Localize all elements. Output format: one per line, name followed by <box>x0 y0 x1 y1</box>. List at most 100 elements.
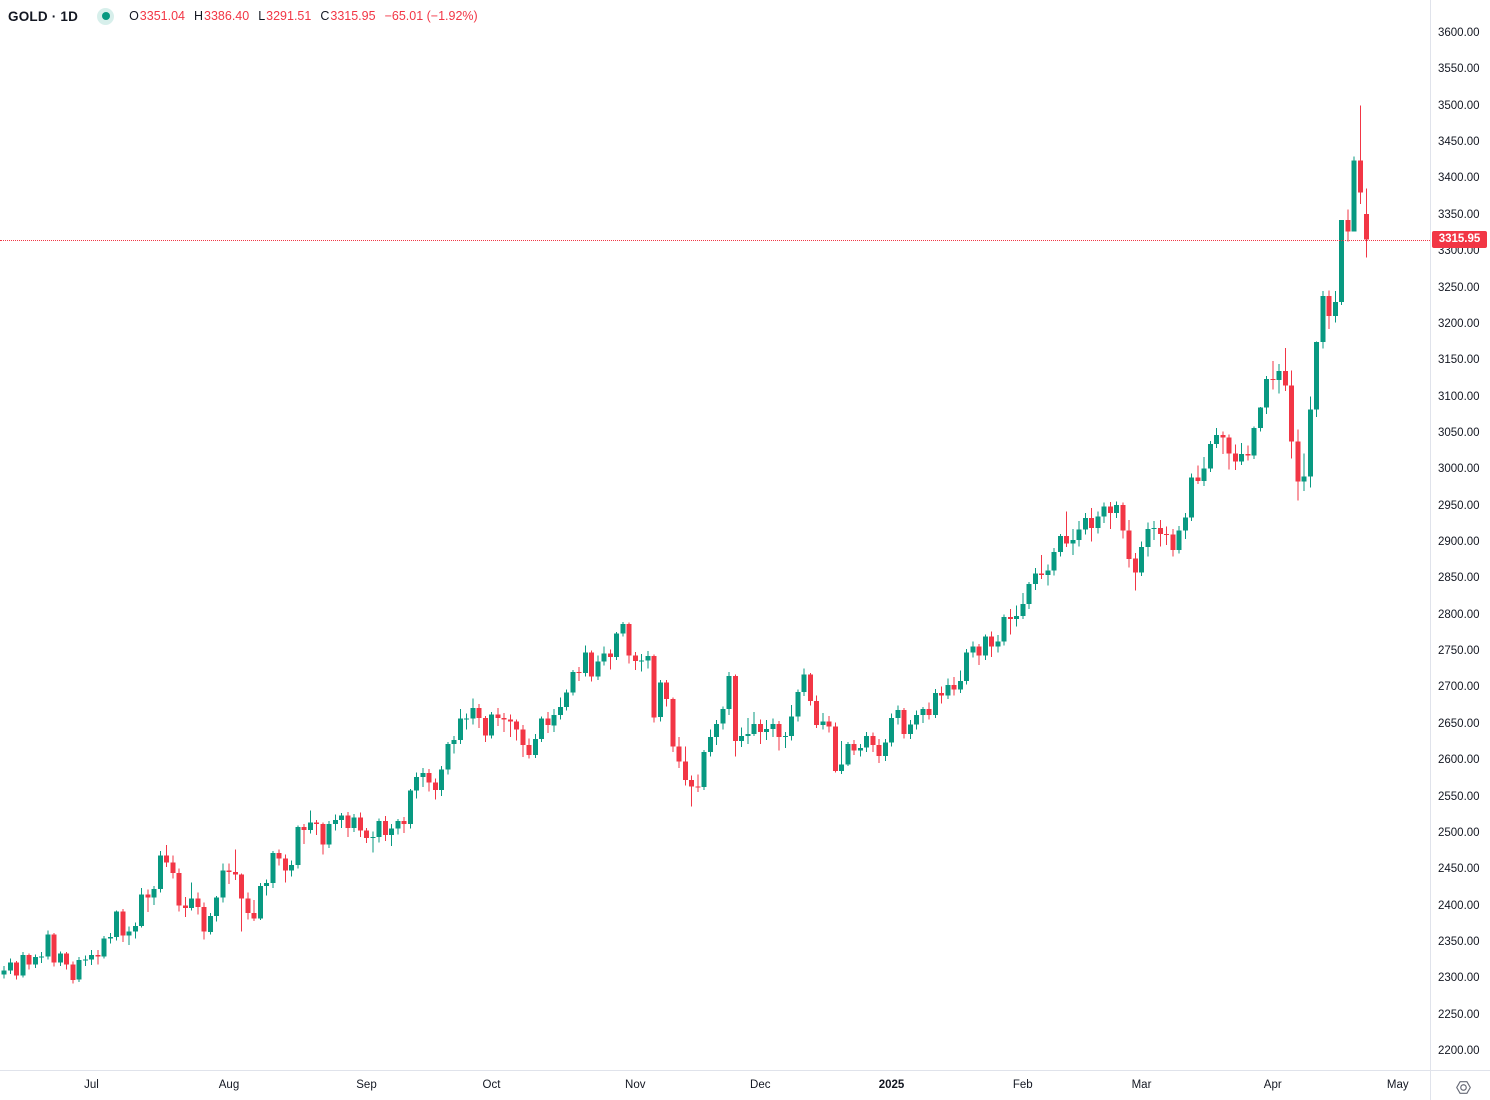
time-tick: Nov <box>625 1079 646 1091</box>
candle <box>164 845 169 867</box>
settings-gear-icon[interactable] <box>1452 1077 1474 1097</box>
candle <box>726 672 732 716</box>
price-tick: 2650.00 <box>1438 717 1480 730</box>
candle <box>570 670 576 696</box>
candle <box>345 811 351 838</box>
candle <box>482 715 488 742</box>
candle <box>332 814 338 831</box>
candle <box>807 672 813 706</box>
candle <box>1245 445 1251 461</box>
candle <box>1151 520 1157 540</box>
candle <box>145 889 151 913</box>
price-axis[interactable]: 3315.95 3600.00 3550.00 3500.00 3450.00 3400… <box>1431 0 1490 1070</box>
candle <box>420 768 426 787</box>
candle <box>526 738 532 759</box>
candle <box>395 819 401 835</box>
candle <box>507 714 513 737</box>
candle <box>470 698 476 725</box>
price-tick: 3050.00 <box>1438 426 1480 439</box>
candle <box>207 912 213 935</box>
candle <box>1082 512 1088 535</box>
candle <box>1114 501 1119 518</box>
candle <box>101 936 107 959</box>
candle <box>264 879 269 896</box>
price-tick: 2450.00 <box>1438 863 1480 876</box>
candle <box>132 922 138 939</box>
candle <box>1326 290 1332 329</box>
price-tick: 2350.00 <box>1438 935 1480 948</box>
candle <box>489 712 494 739</box>
candle <box>770 718 776 737</box>
candle <box>545 712 551 734</box>
candle <box>864 731 869 753</box>
candle <box>751 712 757 737</box>
price-tick: 2850.00 <box>1438 572 1480 585</box>
candle <box>826 715 832 733</box>
candle <box>157 851 163 893</box>
candle <box>939 686 944 704</box>
candle <box>1232 444 1238 470</box>
candle <box>801 668 807 697</box>
candle <box>1264 376 1269 414</box>
candle <box>439 766 444 796</box>
time-tick: 2025 <box>878 1079 905 1091</box>
candle <box>195 892 201 915</box>
candle <box>514 719 519 741</box>
price-tick: 3300.00 <box>1438 245 1480 258</box>
candle <box>1251 426 1257 460</box>
candle <box>301 824 307 844</box>
candlestick-chart[interactable] <box>0 0 1430 1070</box>
last-price-label: 3315.95 <box>1432 231 1487 248</box>
candle <box>1051 547 1057 576</box>
candle <box>614 632 619 660</box>
candle <box>432 778 438 800</box>
candle <box>714 720 719 745</box>
candle <box>1320 291 1326 349</box>
price-tick: 2550.00 <box>1438 790 1480 803</box>
candle <box>1020 592 1026 620</box>
close-label: C <box>320 9 330 23</box>
candle <box>932 688 938 718</box>
candle <box>1201 456 1207 486</box>
candle <box>1001 614 1007 646</box>
candle <box>739 727 744 748</box>
candle <box>1 965 7 979</box>
candle <box>1307 396 1313 488</box>
candle <box>1332 291 1338 323</box>
candle <box>1139 541 1144 577</box>
candle <box>245 892 251 920</box>
candle <box>1351 156 1357 232</box>
candle <box>776 720 782 751</box>
candle <box>745 718 751 745</box>
candle <box>664 680 669 707</box>
candle <box>957 670 963 694</box>
price-tick: 2750.00 <box>1438 645 1480 658</box>
candle <box>45 930 51 960</box>
candle <box>1189 473 1194 521</box>
price-tick: 2300.00 <box>1438 972 1480 985</box>
candle <box>357 812 363 838</box>
symbol-title[interactable]: GOLD · 1D <box>8 8 79 24</box>
candle <box>832 722 838 773</box>
price-tick: 3600.00 <box>1438 27 1480 39</box>
candle <box>1301 453 1307 492</box>
candle <box>920 707 926 724</box>
candle <box>7 958 13 974</box>
price-tick: 3200.00 <box>1438 317 1480 330</box>
candle <box>620 622 626 637</box>
candle <box>189 882 194 911</box>
high-label: H <box>193 9 204 23</box>
candle <box>907 720 913 740</box>
price-tick: 2600.00 <box>1438 754 1480 767</box>
candle <box>270 851 276 889</box>
time-axis[interactable]: Jul Aug Sep Oct Nov Dec 2025 Feb Mar Apr May <box>0 1071 1430 1100</box>
candle <box>251 899 257 921</box>
candle <box>1026 582 1032 609</box>
candle <box>945 678 951 700</box>
candle <box>445 742 451 775</box>
candle <box>1126 520 1132 568</box>
indicator-dot-icon[interactable] <box>97 7 115 25</box>
candle <box>882 739 888 761</box>
candle <box>689 775 694 807</box>
candle <box>182 896 188 918</box>
